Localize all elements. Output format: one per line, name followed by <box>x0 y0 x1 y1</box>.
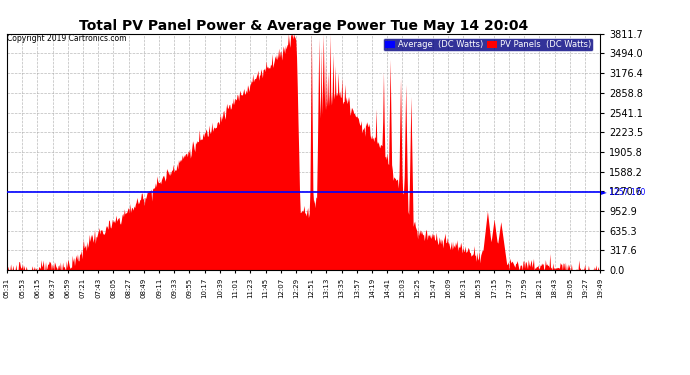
Text: ► 1257.170: ► 1257.170 <box>602 188 646 196</box>
Text: 1257.170: 1257.170 <box>0 172 1 212</box>
Title: Total PV Panel Power & Average Power Tue May 14 20:04: Total PV Panel Power & Average Power Tue… <box>79 19 529 33</box>
Text: Copyright 2019 Cartronics.com: Copyright 2019 Cartronics.com <box>7 34 126 43</box>
Legend: Average  (DC Watts), PV Panels  (DC Watts): Average (DC Watts), PV Panels (DC Watts) <box>384 38 593 51</box>
